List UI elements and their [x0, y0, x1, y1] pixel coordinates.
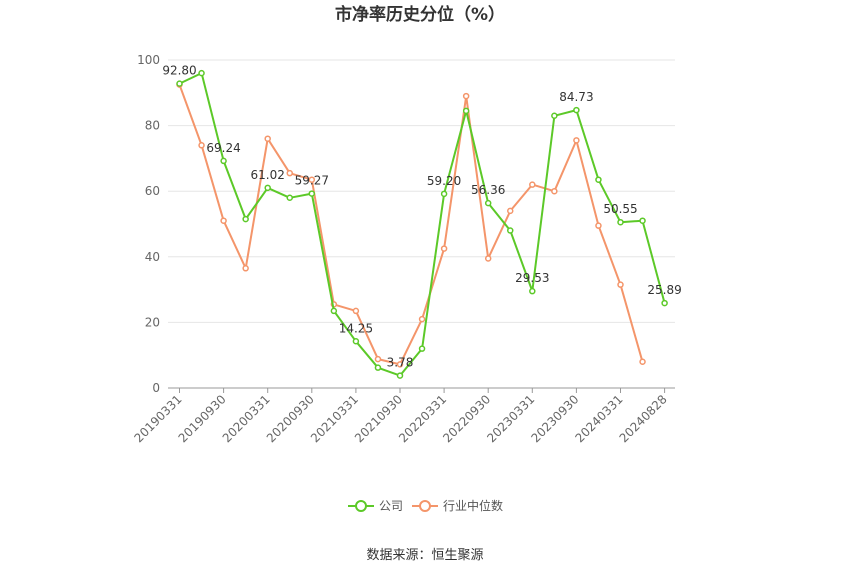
grid-lines — [168, 59, 675, 389]
x-tick-label: 20240828 — [617, 392, 670, 445]
company-point — [198, 69, 205, 77]
company-point — [573, 106, 580, 114]
industry-point — [639, 358, 646, 366]
company-point — [330, 307, 338, 315]
source-note: 数据来源：恒生聚源 — [366, 548, 483, 563]
industry-point — [617, 281, 624, 288]
company-point — [220, 157, 227, 165]
y-tick-label: 80 — [145, 119, 160, 133]
industry-point — [374, 355, 382, 363]
industry-point — [462, 92, 470, 100]
series-layer — [176, 69, 668, 379]
company-point — [462, 107, 470, 115]
data-label: 25.89 — [647, 283, 681, 297]
industry-point — [595, 222, 602, 229]
y-tick-label: 40 — [145, 250, 160, 264]
y-axis: 0 20 40 60 80 100 — [137, 53, 160, 395]
data-labels: 92.80 69.24 61.02 59.27 14.25 3.78 59.20 56.36 2… — [162, 64, 681, 370]
industry-point — [529, 181, 536, 188]
data-label: 92.80 — [162, 64, 196, 78]
company-point — [308, 190, 316, 197]
data-label: 50.55 — [603, 202, 637, 216]
industry-point — [308, 176, 316, 183]
company-point — [440, 190, 448, 198]
data-label: 29.53 — [515, 271, 549, 285]
company-point — [484, 199, 492, 207]
industry-point — [418, 315, 426, 323]
data-label: 61.02 — [251, 168, 285, 182]
company-point — [661, 299, 668, 307]
industry-point — [198, 142, 205, 149]
company-point — [507, 227, 514, 234]
industry-point — [507, 207, 514, 215]
legend-company-marker — [355, 500, 367, 512]
legend-industry-marker — [419, 500, 431, 512]
company-point — [418, 345, 426, 352]
company-point — [595, 176, 602, 183]
company-point — [264, 184, 271, 192]
legend-industry-label[interactable]: 行业中位数 — [443, 498, 503, 513]
company-point — [352, 338, 360, 345]
legend[interactable]: 公司 行业中位数 — [348, 498, 503, 513]
company-point — [176, 80, 183, 87]
industry-point — [352, 307, 360, 315]
data-label: 14.25 — [339, 321, 373, 335]
company-point — [242, 215, 249, 223]
company-point — [396, 372, 404, 379]
company-point — [286, 194, 293, 202]
data-label: 59.20 — [427, 174, 461, 188]
x-axis: 2019033120190930202003312020093020210331… — [132, 388, 670, 445]
industry-point — [573, 137, 580, 144]
industry-point — [264, 135, 271, 142]
chart-title: 市净率历史分位（%） — [335, 4, 505, 25]
y-tick-label: 20 — [145, 315, 160, 329]
company-point — [529, 287, 536, 295]
legend-company-label[interactable]: 公司 — [379, 499, 403, 513]
y-tick-label: 100 — [137, 53, 160, 67]
data-label: 56.36 — [471, 183, 505, 197]
y-tick-label: 0 — [152, 381, 160, 395]
data-label: 3.78 — [387, 356, 414, 370]
company-point — [374, 364, 382, 371]
company-point — [617, 218, 624, 226]
industry-point — [286, 169, 293, 177]
data-label: 59.27 — [295, 174, 329, 188]
company-point — [551, 112, 558, 120]
industry-point — [396, 361, 404, 368]
industry-point — [551, 187, 558, 195]
industry-point — [220, 217, 227, 224]
company-point — [639, 217, 646, 224]
industry-point — [440, 245, 448, 252]
industry-point — [242, 265, 249, 272]
data-label: 84.73 — [559, 90, 593, 104]
industry-point — [484, 255, 492, 262]
data-label: 69.24 — [206, 141, 240, 155]
y-tick-label: 60 — [145, 184, 160, 198]
